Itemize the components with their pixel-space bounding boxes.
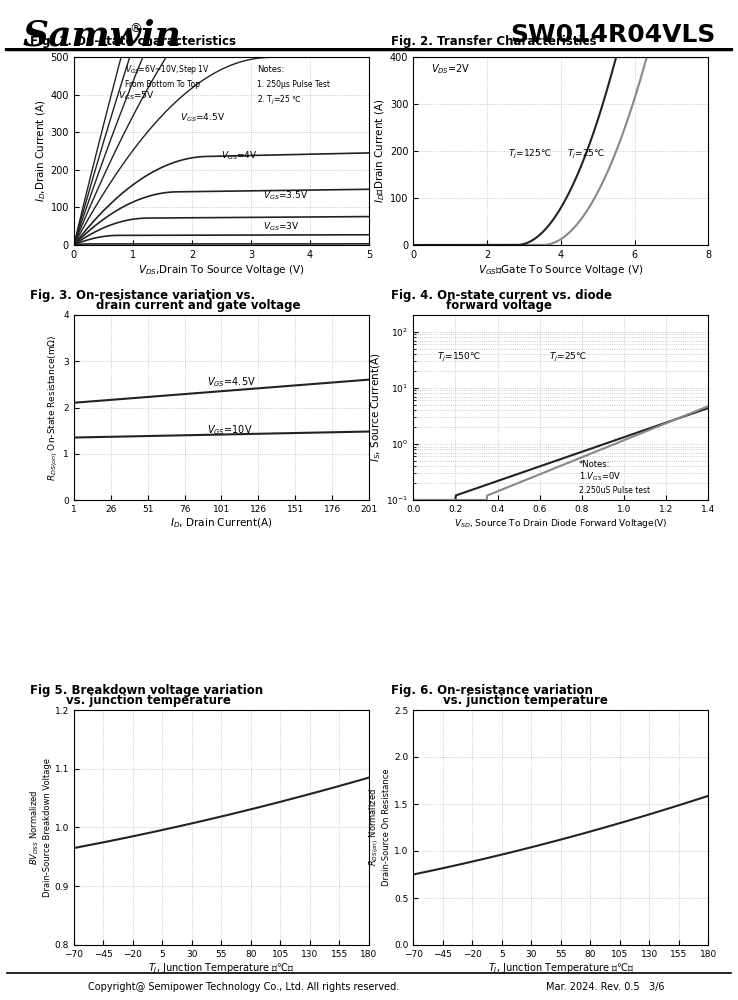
Y-axis label: $R_{DS(on)}$ On-State Resistance(mΩ): $R_{DS(on)}$ On-State Resistance(mΩ) — [46, 334, 61, 481]
Text: $V_{GS}$=6V~10V,Step 1V: $V_{GS}$=6V~10V,Step 1V — [125, 63, 210, 76]
Text: 2.250uS Pulse test: 2.250uS Pulse test — [579, 486, 649, 495]
Text: forward voltage: forward voltage — [446, 299, 553, 312]
Text: From Bottom To Top: From Bottom To Top — [125, 80, 201, 89]
Text: vs. junction temperature: vs. junction temperature — [443, 694, 607, 707]
X-axis label: $V_{GS}$，Gate To Source Voltage (V): $V_{GS}$，Gate To Source Voltage (V) — [478, 263, 644, 277]
Y-axis label: $BV_{DSS}$ Normalized
Drain-Source Breakdown Voltage: $BV_{DSS}$ Normalized Drain-Source Break… — [29, 758, 52, 897]
Text: Mar. 2024. Rev. 0.5   3/6: Mar. 2024. Rev. 0.5 3/6 — [546, 982, 664, 992]
Text: SW014R04VLS: SW014R04VLS — [511, 23, 716, 47]
Text: $V_{GS}$=4V: $V_{GS}$=4V — [221, 150, 258, 162]
X-axis label: $I_D$, Drain Current(A): $I_D$, Drain Current(A) — [170, 517, 272, 530]
Text: $T_j$=25℃: $T_j$=25℃ — [567, 148, 604, 161]
X-axis label: $V_{DS}$,Drain To Source Voltage (V): $V_{DS}$,Drain To Source Voltage (V) — [138, 263, 305, 277]
Text: Fig. 1. On-state characteristics: Fig. 1. On-state characteristics — [30, 35, 235, 48]
Text: vs. junction temperature: vs. junction temperature — [66, 694, 231, 707]
Text: $V_{GS}$=4.5V: $V_{GS}$=4.5V — [207, 375, 255, 389]
Text: Fig. 6. On-resistance variation: Fig. 6. On-resistance variation — [391, 684, 593, 697]
Text: Fig. 2. Transfer Characteristics: Fig. 2. Transfer Characteristics — [391, 35, 596, 48]
Text: Copyright@ Semipower Technology Co., Ltd. All rights reserved.: Copyright@ Semipower Technology Co., Ltd… — [88, 982, 399, 992]
Text: Notes:: Notes: — [257, 65, 284, 74]
Text: $V_{GS}$=10V: $V_{GS}$=10V — [207, 423, 252, 437]
Text: $V_{DS}$=2V: $V_{DS}$=2V — [431, 62, 471, 76]
Y-axis label: $I_D$，Drain Current (A): $I_D$，Drain Current (A) — [373, 99, 387, 203]
Y-axis label: $R_{DS(on)}$ Normalized
Drain-Source On Resistance: $R_{DS(on)}$ Normalized Drain-Source On … — [367, 769, 391, 886]
Text: Fig 5. Breakdown voltage variation: Fig 5. Breakdown voltage variation — [30, 684, 263, 697]
X-axis label: $T_J$, Junction Temperature （℃）: $T_J$, Junction Temperature （℃） — [488, 962, 634, 976]
X-axis label: $T_J$, Junction Temperature （℃）: $T_J$, Junction Temperature （℃） — [148, 962, 294, 976]
Text: drain current and gate voltage: drain current and gate voltage — [96, 299, 300, 312]
Text: $V_{GS}$=3.5V: $V_{GS}$=3.5V — [263, 189, 308, 202]
Text: 2. T$_j$=25 ℃: 2. T$_j$=25 ℃ — [257, 94, 302, 107]
Text: $V_{GS}$=3V: $V_{GS}$=3V — [263, 220, 299, 233]
Text: Fig. 4. On-state current vs. diode: Fig. 4. On-state current vs. diode — [391, 289, 612, 302]
Text: $T_j$=125℃: $T_j$=125℃ — [508, 148, 551, 161]
Text: $T_j$=150℃: $T_j$=150℃ — [437, 351, 480, 364]
Text: $V_{GS}$=5V: $V_{GS}$=5V — [118, 89, 155, 102]
Text: $T_j$=25℃: $T_j$=25℃ — [549, 351, 587, 364]
Text: Samwin: Samwin — [22, 18, 181, 52]
Y-axis label: $I_S$, Source Current(A): $I_S$, Source Current(A) — [370, 353, 383, 462]
Text: *Notes:: *Notes: — [579, 460, 610, 469]
Text: Fig. 3. On-resistance variation vs.: Fig. 3. On-resistance variation vs. — [30, 289, 255, 302]
Text: $V_{GS}$=4.5V: $V_{GS}$=4.5V — [180, 112, 225, 124]
Text: 1. 250μs Pulse Test: 1. 250μs Pulse Test — [257, 80, 330, 89]
X-axis label: $V_{SD}$, Source To Drain Diode Forward Voltage(V): $V_{SD}$, Source To Drain Diode Forward … — [454, 517, 668, 530]
Y-axis label: $I_D$,Drain Current (A): $I_D$,Drain Current (A) — [34, 100, 48, 202]
Text: ®: ® — [129, 22, 142, 35]
Text: 1.$V_{GS}$=0V: 1.$V_{GS}$=0V — [579, 471, 621, 483]
